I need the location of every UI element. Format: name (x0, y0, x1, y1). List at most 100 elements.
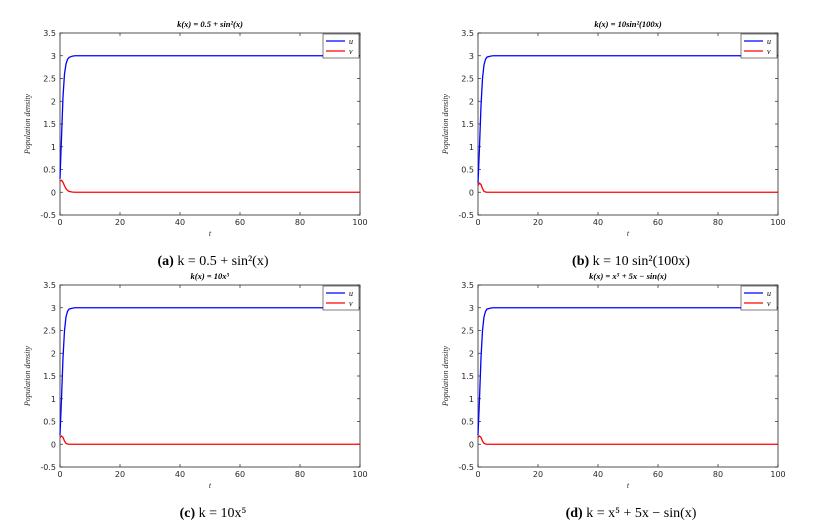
y-tick-label: 1 (469, 143, 474, 152)
chart-panel-a: k(x) = 0.5 + sin²(x) 0 20 40 60 80 100 -0.5 0 0.5… (8, 10, 418, 269)
chart-panel-c: k(x) = 10x⁵ 0 20 40 60 80 100 -0.5 0 0.5 1 1.5 2 2.5 3… (8, 262, 418, 521)
caption-a: (a) k = 0.5 + sin²(x) (8, 254, 418, 270)
x-tick-label: 60 (235, 470, 245, 479)
series-line-v (59, 435, 360, 445)
y-tick-label: 1 (51, 395, 56, 404)
x-axis-label: t (209, 481, 212, 490)
caption-expression: k = 10x⁵ (198, 506, 247, 521)
x-axis-label: t (627, 229, 630, 238)
x-tick-label: 40 (175, 218, 185, 227)
caption-letter: (d) (565, 506, 583, 521)
x-tick-label: 100 (770, 470, 785, 479)
y-tick-label: 3.5 (43, 281, 56, 290)
chart-title: k(x) = 0.5 + sin²(x) (177, 19, 243, 29)
x-tick-label: 20 (115, 218, 125, 227)
caption-expression: k = 0.5 + sin²(x) (177, 254, 269, 269)
x-tick-label: 80 (295, 218, 305, 227)
x-tick-label: 80 (713, 218, 723, 227)
y-tick-label: 3 (469, 52, 474, 61)
legend (740, 33, 778, 59)
x-axis-label: t (627, 481, 630, 490)
legend-label-v: v (349, 47, 353, 56)
x-tick-label: 0 (475, 470, 480, 479)
x-tick-label: 40 (593, 470, 603, 479)
y-tick-label: 3 (51, 304, 56, 313)
y-tick-label: 2 (469, 97, 474, 106)
y-tick-label: 3.5 (43, 29, 56, 38)
legend-label-v: v (767, 47, 771, 56)
legend-label-v: v (349, 299, 353, 308)
chart-title: k(x) = 10x⁵ (191, 271, 230, 281)
plot-area (477, 284, 779, 468)
x-tick-label: 100 (770, 218, 785, 227)
series-line-u (477, 55, 778, 184)
y-tick-label: 2.5 (43, 327, 56, 336)
caption-letter: (a) (157, 254, 174, 269)
legend (322, 285, 360, 311)
chart-a: k(x) = 0.5 + sin²(x)0 20 40 60 80 100-0.500.5… (23, 19, 368, 238)
chart-title: k(x) = 10sin²(100x) (594, 19, 662, 29)
y-tick-label: -0.5 (40, 211, 56, 220)
legend-label-u: u (767, 37, 771, 46)
series-line-u (477, 307, 778, 436)
x-tick-label: 100 (352, 218, 367, 227)
plot-area (59, 284, 361, 468)
caption-expression: k = x⁵ + 5x − sin(x) (586, 506, 697, 521)
y-axis-label: Population density (23, 345, 32, 407)
y-tick-label: 1.5 (461, 120, 474, 129)
x-tick-label: 20 (115, 470, 125, 479)
x-tick-label: 100 (352, 470, 367, 479)
caption-expression: k = 10 sin²(100x) (592, 254, 690, 269)
y-tick-label: 1 (469, 395, 474, 404)
x-tick-label: 40 (175, 470, 185, 479)
legend (322, 33, 360, 59)
y-tick-label: 0.5 (43, 166, 56, 175)
x-axis-label: t (209, 229, 212, 238)
y-tick-label: 0.5 (43, 418, 56, 427)
legend-label-u: u (349, 289, 353, 298)
caption-b: (b) k = 10 sin²(100x) (426, 254, 834, 270)
y-tick-label: -0.5 (458, 211, 474, 220)
series-line-v (59, 179, 360, 193)
x-tick-label: 60 (653, 470, 663, 479)
y-tick-label: 0 (51, 188, 56, 197)
series-line-v (477, 435, 778, 445)
legend-label-u: u (349, 37, 353, 46)
plot-area (59, 32, 361, 216)
x-tick-label: 60 (235, 218, 245, 227)
legend-label-u: u (767, 289, 771, 298)
y-tick-label: 2 (51, 97, 56, 106)
y-tick-label: 1 (51, 143, 56, 152)
x-tick-label: 0 (57, 218, 62, 227)
y-tick-label: -0.5 (40, 463, 56, 472)
y-tick-label: 2.5 (461, 75, 474, 84)
y-tick-label: 2 (51, 349, 56, 358)
chart-title: k(x) = x⁵ + 5x − sin(x) (589, 271, 667, 281)
y-tick-label: 0.5 (461, 418, 474, 427)
chart-d: k(x) = x⁵ + 5x − sin(x)0 20 40 60 80 100-0.50… (441, 271, 786, 490)
y-tick-label: 3 (51, 52, 56, 61)
x-tick-label: 80 (713, 470, 723, 479)
y-tick-label: 0 (469, 440, 474, 449)
x-tick-label: 40 (593, 218, 603, 227)
y-tick-label: 0 (51, 440, 56, 449)
x-tick-label: 20 (533, 470, 543, 479)
plot-area (477, 32, 779, 216)
caption-letter: (c) (179, 506, 196, 521)
caption-c: (c) k = 10x⁵ (8, 506, 418, 522)
y-tick-label: 2.5 (43, 75, 56, 84)
chart-panel-d: k(x) = x⁵ + 5x − sin(x) 0 20 40 60 80 100 -0.5 0… (426, 262, 834, 521)
x-tick-label: 20 (533, 218, 543, 227)
legend (740, 285, 778, 311)
y-tick-label: 0.5 (461, 166, 474, 175)
caption-letter: (b) (572, 254, 590, 269)
y-tick-label: 0 (469, 188, 474, 197)
y-axis-label: Population density (441, 93, 450, 155)
y-tick-label: -0.5 (458, 463, 474, 472)
y-tick-label: 1.5 (461, 372, 474, 381)
x-tick-label: 80 (295, 470, 305, 479)
y-tick-label: 2.5 (461, 327, 474, 336)
chart-panel-b: k(x) = 10sin²(100x) 0 20 40 60 80 100 -0.5 0 0.5 1… (426, 10, 834, 269)
chart-b: k(x) = 10sin²(100x)0 20 40 60 80 100-0.500.51… (441, 19, 786, 238)
